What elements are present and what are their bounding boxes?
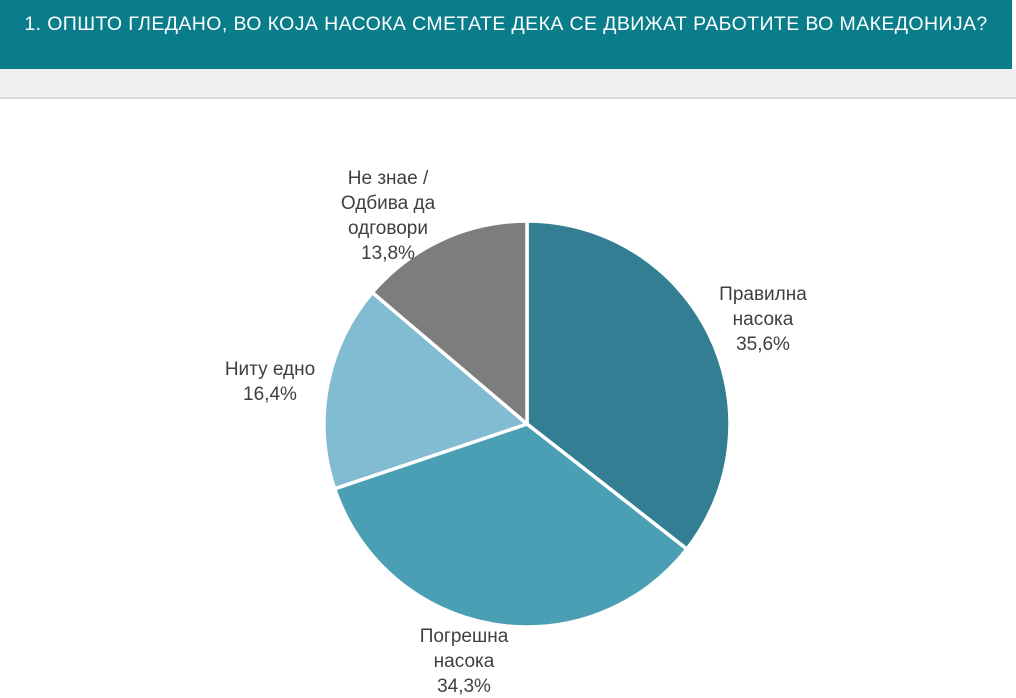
pie-label-nitu-edno: Ниту едно 16,4% [224, 359, 316, 405]
pie-slice-pravilna-nasoka [525, 219, 732, 552]
pie-label-pogreshna-nasoka: Погрешна насока 34,3% [419, 626, 509, 697]
question-title: 1. ОПШТО ГЛЕДАНО, ВО КОЈА НАСОКА СМЕТАТЕ… [24, 13, 988, 35]
pie-slice-pogreshna-nasoka [332, 422, 690, 629]
pie-label-ne-znae-odbiva-da-odgovori: Не знае / Одбива да одговори 13,8% [340, 168, 436, 264]
pie-slice-ne-znae-odbiva-da-odgovori [369, 219, 529, 428]
pie-label-pravilna-nasoka: Правилна насока 35,6% [719, 284, 807, 355]
pie-slice-nitu-edno [322, 290, 531, 492]
header-sub-band [0, 69, 1016, 99]
question-title-bar: 1. ОПШТО ГЛЕДАНО, ВО КОЈА НАСОКА СМЕТАТЕ… [0, 0, 1012, 69]
